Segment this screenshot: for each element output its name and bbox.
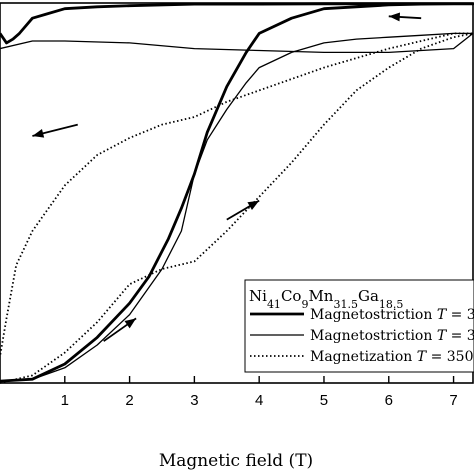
x-tick-label: 7 [449,392,457,409]
plot-frame [0,2,474,384]
x-tick-label: 5 [320,392,328,409]
arrow-head [388,12,401,22]
x-tick-label: 4 [255,392,263,409]
x-tick-label: 6 [385,392,393,409]
x-axis-title: Magnetic field (T) [159,451,313,471]
legend-label: Magnetization T = 350 [310,349,473,365]
x-axis-ticks: 1 2 3 4 5 6 7 [61,376,458,409]
series-thin-line [0,32,474,382]
series-thick-line [0,2,474,383]
plot-area [0,2,474,384]
series-dotted-line [0,32,474,384]
legend: Ni41Co9Mn31.5Ga18.5 Magnetostriction T =… [244,279,474,373]
legend-label: Magnetostriction T = 3 [310,328,474,344]
arrow-head [247,200,260,211]
legend-title: Ni41Co9Mn31.5Ga18.5 [249,287,403,311]
direction-arrows [32,12,422,342]
arrow-head [32,128,45,138]
arrow-head [124,318,137,329]
x-tick-label: 3 [190,392,198,409]
legend-entries: Magnetostriction T = 3 Magnetostriction T… [250,307,474,365]
x-tick-label: 2 [125,392,133,409]
x-tick-label: 1 [61,392,69,409]
legend-label: Magnetostriction T = 3 [310,307,474,323]
